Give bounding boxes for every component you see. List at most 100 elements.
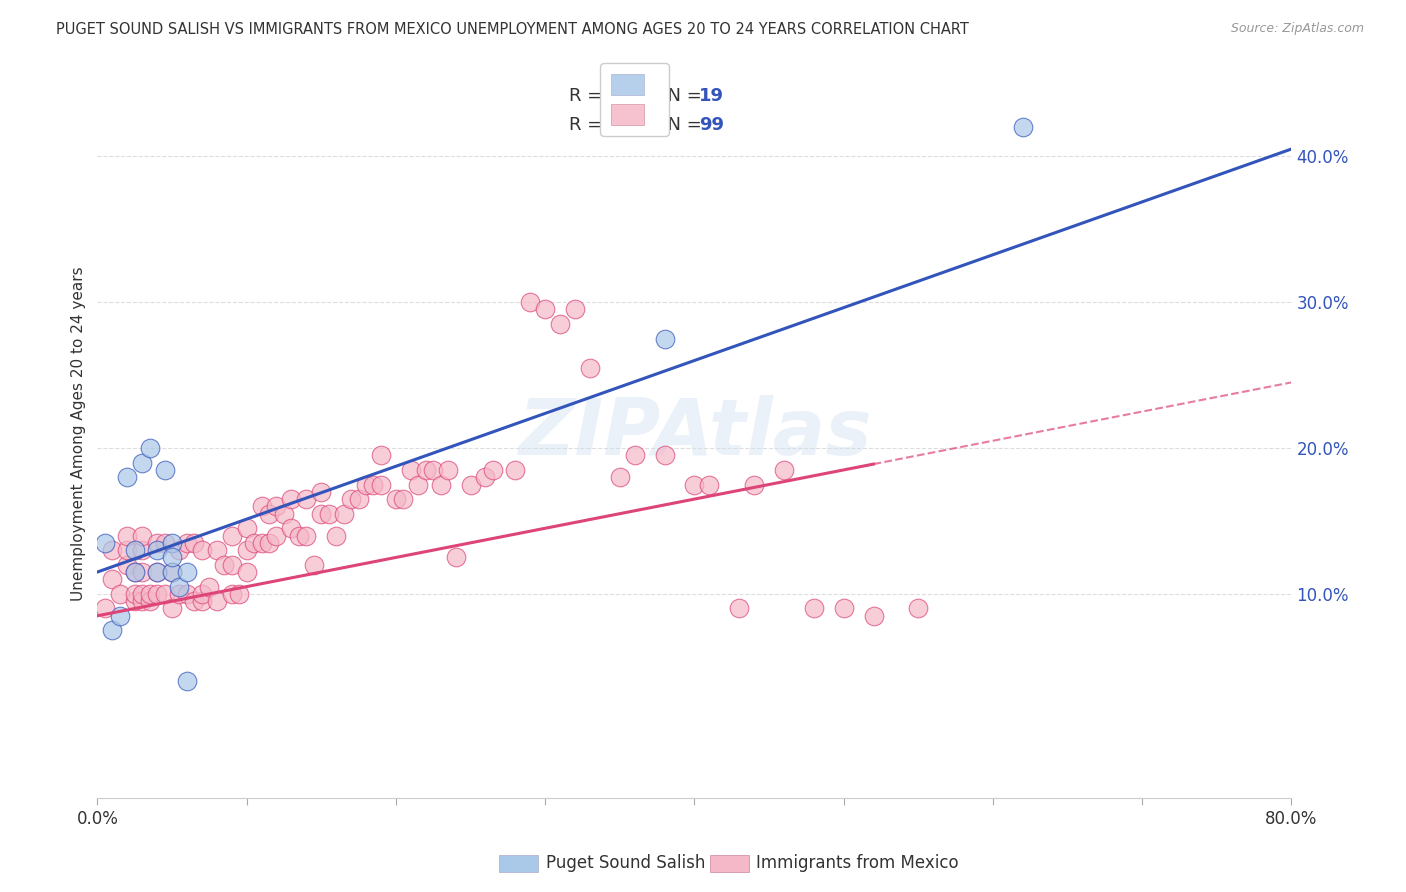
Point <box>169 580 191 594</box>
Point <box>370 448 392 462</box>
Point <box>198 580 221 594</box>
Text: 0.521: 0.521 <box>600 116 657 134</box>
Legend: , : , <box>600 63 669 136</box>
Point <box>579 360 602 375</box>
Point <box>94 536 117 550</box>
Point <box>153 463 176 477</box>
Point <box>728 601 751 615</box>
Text: R =: R = <box>569 87 607 105</box>
Point <box>138 594 160 608</box>
Point <box>160 536 183 550</box>
Point <box>160 550 183 565</box>
Point <box>205 543 228 558</box>
Point <box>280 492 302 507</box>
Point <box>191 594 214 608</box>
Point <box>340 492 363 507</box>
Point <box>832 601 855 615</box>
Point <box>101 624 124 638</box>
Point <box>221 558 243 572</box>
Text: PUGET SOUND SALISH VS IMMIGRANTS FROM MEXICO UNEMPLOYMENT AMONG AGES 20 TO 24 YE: PUGET SOUND SALISH VS IMMIGRANTS FROM ME… <box>56 22 969 37</box>
Point <box>295 492 318 507</box>
Point <box>124 594 146 608</box>
Point <box>399 463 422 477</box>
Point <box>94 601 117 615</box>
Point <box>146 543 169 558</box>
Point <box>115 528 138 542</box>
Point <box>309 484 332 499</box>
Point <box>564 302 586 317</box>
Point <box>347 492 370 507</box>
Point <box>124 587 146 601</box>
Point <box>124 565 146 579</box>
Point <box>302 558 325 572</box>
Text: R =: R = <box>569 116 607 134</box>
Point <box>146 565 169 579</box>
Point <box>482 463 505 477</box>
Point <box>429 477 451 491</box>
Point <box>176 565 198 579</box>
Point <box>742 477 765 491</box>
Point <box>221 587 243 601</box>
Point <box>124 565 146 579</box>
Point <box>548 317 571 331</box>
Point <box>108 608 131 623</box>
Point <box>273 507 295 521</box>
Text: 0.714: 0.714 <box>600 87 657 105</box>
Point <box>243 536 266 550</box>
Point <box>257 507 280 521</box>
Point <box>160 601 183 615</box>
Point <box>212 558 235 572</box>
Point <box>124 543 146 558</box>
Point <box>131 543 153 558</box>
Point <box>176 587 198 601</box>
Point <box>288 528 311 542</box>
Point <box>295 528 318 542</box>
Point <box>437 463 460 477</box>
Point <box>108 587 131 601</box>
Point <box>503 463 526 477</box>
Point <box>131 528 153 542</box>
Point <box>169 543 191 558</box>
Point <box>160 565 183 579</box>
Point <box>519 295 541 310</box>
Point <box>115 543 138 558</box>
Point <box>176 536 198 550</box>
Point <box>228 587 250 601</box>
Point <box>354 477 377 491</box>
Y-axis label: Unemployment Among Ages 20 to 24 years: Unemployment Among Ages 20 to 24 years <box>72 266 86 601</box>
Point <box>654 332 676 346</box>
Point <box>309 507 332 521</box>
Point <box>221 528 243 542</box>
Point <box>325 528 347 542</box>
Point <box>683 477 706 491</box>
Point <box>235 543 257 558</box>
Point <box>534 302 557 317</box>
Point <box>1011 120 1033 135</box>
Point <box>146 565 169 579</box>
Point <box>183 536 205 550</box>
Point <box>138 441 160 455</box>
Point <box>146 587 169 601</box>
Point <box>205 594 228 608</box>
Point <box>654 448 676 462</box>
Point <box>415 463 437 477</box>
Point <box>907 601 929 615</box>
Point <box>699 477 721 491</box>
Point <box>153 536 176 550</box>
Point <box>146 536 169 550</box>
Point <box>115 558 138 572</box>
Text: 99: 99 <box>699 116 724 134</box>
Point <box>266 500 288 514</box>
Point <box>385 492 408 507</box>
Point <box>422 463 444 477</box>
Text: Source: ZipAtlas.com: Source: ZipAtlas.com <box>1230 22 1364 36</box>
Point <box>191 543 214 558</box>
Point <box>370 477 392 491</box>
Point <box>474 470 496 484</box>
Point <box>183 594 205 608</box>
Point <box>235 565 257 579</box>
Point <box>266 528 288 542</box>
Point <box>363 477 385 491</box>
Point <box>131 565 153 579</box>
Point <box>280 521 302 535</box>
